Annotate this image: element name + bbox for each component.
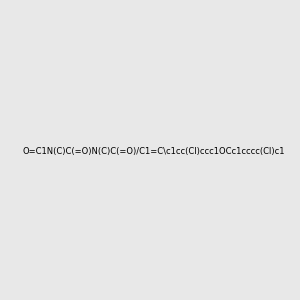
Text: O=C1N(C)C(=O)N(C)C(=O)/C1=C\c1cc(Cl)ccc1OCc1cccc(Cl)c1: O=C1N(C)C(=O)N(C)C(=O)/C1=C\c1cc(Cl)ccc1… <box>22 147 285 156</box>
